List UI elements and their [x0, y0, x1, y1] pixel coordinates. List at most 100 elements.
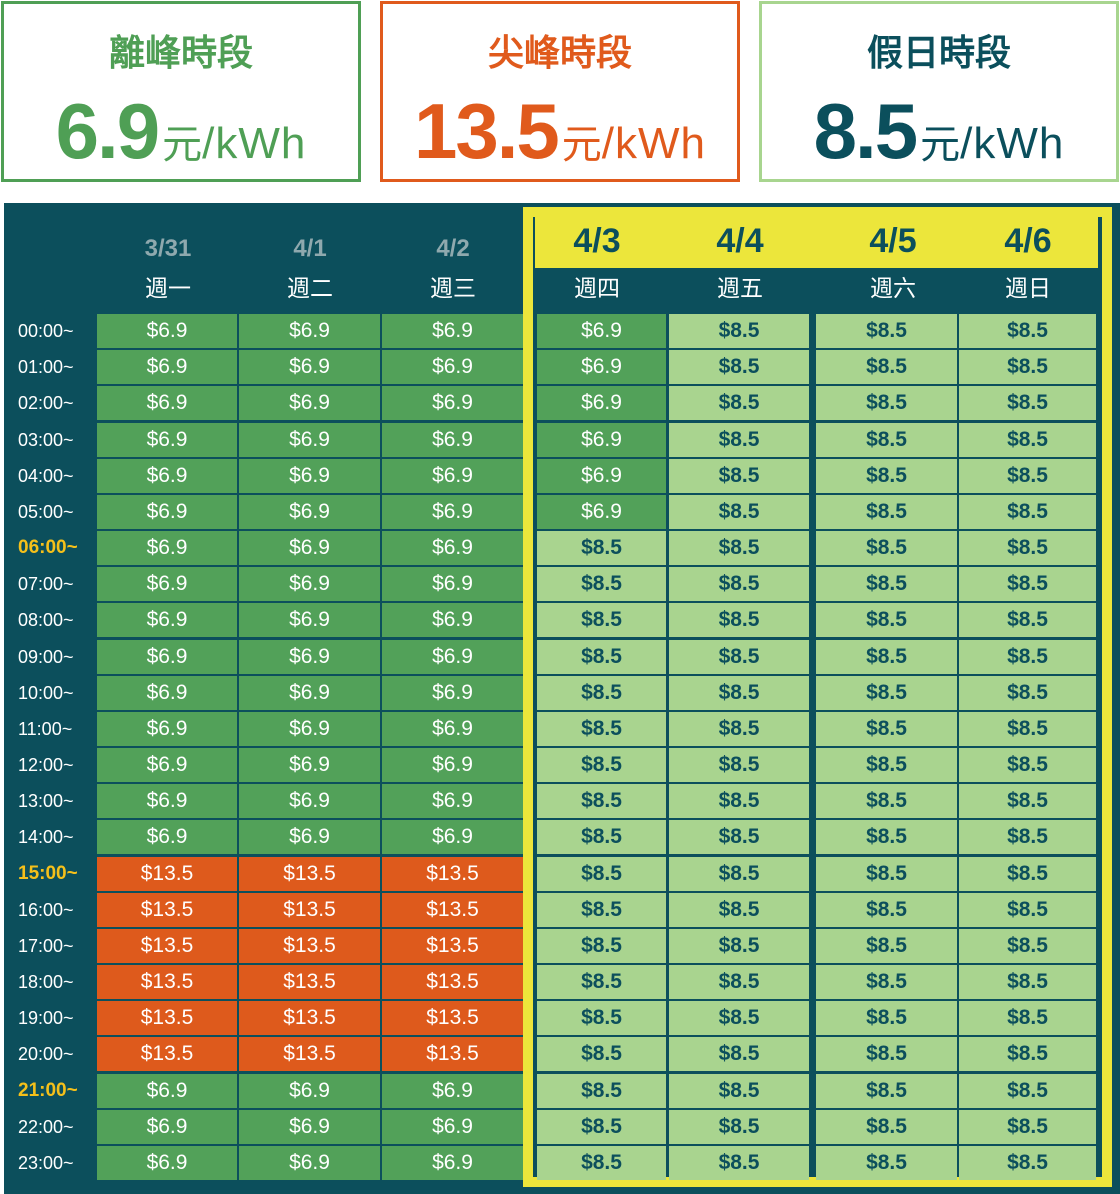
rate-cell: $8.5: [537, 676, 666, 710]
rate-cell: $8.5: [816, 459, 957, 493]
rate-cell: $6.9: [239, 314, 380, 348]
time-label: 16:00~: [18, 900, 74, 920]
card-unit-energy: /kWh: [202, 119, 307, 168]
column-date: 4/5: [869, 222, 917, 260]
rate-cell: $8.5: [669, 857, 809, 891]
rate-cell: $6.9: [382, 1110, 523, 1144]
rate-cell: $6.9: [382, 423, 523, 457]
rate-cell: $6.9: [239, 1146, 380, 1180]
rate-cell: $8.5: [816, 640, 957, 674]
column-weekday: 週四: [574, 276, 620, 302]
card-title: 假日時段: [866, 33, 1011, 74]
rate-cell: $8.5: [816, 857, 957, 891]
highlight-weekday-bar: [535, 268, 1098, 310]
rate-cell: $6.9: [537, 423, 666, 457]
card-price: 6.9 元/kWh: [4, 86, 358, 199]
rate-cell: $8.5: [669, 1110, 809, 1144]
time-label: 02:00~: [18, 393, 74, 413]
rate-cell: $8.5: [669, 748, 809, 782]
card-unit-energy: /kWh: [960, 119, 1065, 168]
rate-cell: $8.5: [669, 676, 809, 710]
column-date: 4/6: [1004, 222, 1052, 260]
time-label: 00:00~: [18, 321, 74, 341]
rate-cell: $8.5: [816, 820, 957, 854]
rate-cell: $6.9: [239, 820, 380, 854]
rate-cell: $8.5: [537, 893, 666, 927]
rate-cell: $8.5: [959, 893, 1096, 927]
time-label: 21:00~: [18, 1080, 78, 1101]
time-label: 06:00~: [18, 537, 78, 558]
rate-cell: $8.5: [959, 567, 1096, 601]
rate-cell: $6.9: [382, 350, 523, 384]
rate-cell: $6.9: [239, 640, 380, 674]
rate-cell: $8.5: [537, 640, 666, 674]
rate-cell: $6.9: [382, 603, 523, 637]
card-unit-currency: 元: [561, 122, 602, 168]
time-label: 01:00~: [18, 357, 74, 377]
rate-cell: $13.5: [97, 1001, 237, 1035]
highlight-header-band: [535, 210, 1098, 268]
rate-cell: $8.5: [959, 1110, 1096, 1144]
rate-cell: $13.5: [97, 965, 237, 999]
rate-cell: $8.5: [816, 929, 957, 963]
time-label: 22:00~: [18, 1117, 74, 1137]
time-label: 11:00~: [18, 719, 73, 739]
rate-cell: $8.5: [959, 314, 1096, 348]
rate-cell: $6.9: [537, 386, 666, 420]
rate-cell: $6.9: [537, 459, 666, 493]
rate-cell: $6.9: [97, 1110, 237, 1144]
column-date: 3/31: [144, 235, 192, 262]
rate-cell: $6.9: [239, 748, 380, 782]
rate-cell: $8.5: [537, 820, 666, 854]
rate-cell: $8.5: [669, 1146, 809, 1180]
rate-cell: $6.9: [239, 676, 380, 710]
rate-cell: $6.9: [239, 1110, 380, 1144]
rate-cell: $8.5: [959, 712, 1096, 746]
rate-cell: $6.9: [382, 495, 523, 529]
rate-cell: $6.9: [97, 567, 237, 601]
rate-cell: $8.5: [959, 495, 1096, 529]
card-value: 6.9: [55, 87, 160, 175]
rate-cell: $8.5: [816, 1074, 957, 1108]
rate-cell: $8.5: [537, 1110, 666, 1144]
rate-cell: $8.5: [669, 314, 809, 348]
time-label: 05:00~: [18, 502, 74, 522]
holiday-rate-card: 假日時段 8.5 元/kWh: [759, 1, 1119, 182]
rate-cell: $8.5: [816, 603, 957, 637]
card-price: 8.5 元/kWh: [762, 86, 1116, 199]
rate-cell: $6.9: [382, 1146, 523, 1180]
rate-cell: $8.5: [669, 1037, 809, 1071]
column-date: 4/2: [436, 235, 470, 262]
rate-cell: $6.9: [239, 603, 380, 637]
rate-cell: $8.5: [669, 640, 809, 674]
time-label: 12:00~: [18, 755, 74, 775]
rate-cell: $8.5: [669, 1074, 809, 1108]
rate-cell: $8.5: [959, 386, 1096, 420]
rate-cell: $8.5: [959, 929, 1096, 963]
rate-cell: $8.5: [816, 676, 957, 710]
rate-cell: $8.5: [537, 531, 666, 565]
time-label: 17:00~: [18, 936, 74, 956]
rate-cell: $8.5: [816, 748, 957, 782]
card-value: 13.5: [413, 87, 560, 175]
card-unit-currency: 元: [162, 122, 203, 168]
rate-cell: $6.9: [537, 314, 666, 348]
rate-cell: $6.9: [382, 784, 523, 818]
rate-cell: $6.9: [382, 676, 523, 710]
rate-cell: $8.5: [816, 1037, 957, 1071]
column-weekday: 週六: [870, 276, 916, 302]
rate-cell: $8.5: [816, 1001, 957, 1035]
offpeak-rate-card: 離峰時段 6.9 元/kWh: [1, 1, 361, 182]
rate-cell: $8.5: [669, 495, 809, 529]
time-label: 08:00~: [18, 610, 74, 630]
rate-cell: $8.5: [959, 1001, 1096, 1035]
card-unit-energy: /kWh: [601, 119, 707, 168]
rate-cell: $6.9: [97, 314, 237, 348]
rate-cell: $8.5: [959, 784, 1096, 818]
rate-cell: $6.9: [382, 748, 523, 782]
rate-cell: $8.5: [816, 350, 957, 384]
rate-cell: $8.5: [959, 748, 1096, 782]
rate-cell: $8.5: [959, 640, 1096, 674]
time-label: 23:00~: [18, 1153, 74, 1173]
rate-cell: $8.5: [669, 784, 809, 818]
